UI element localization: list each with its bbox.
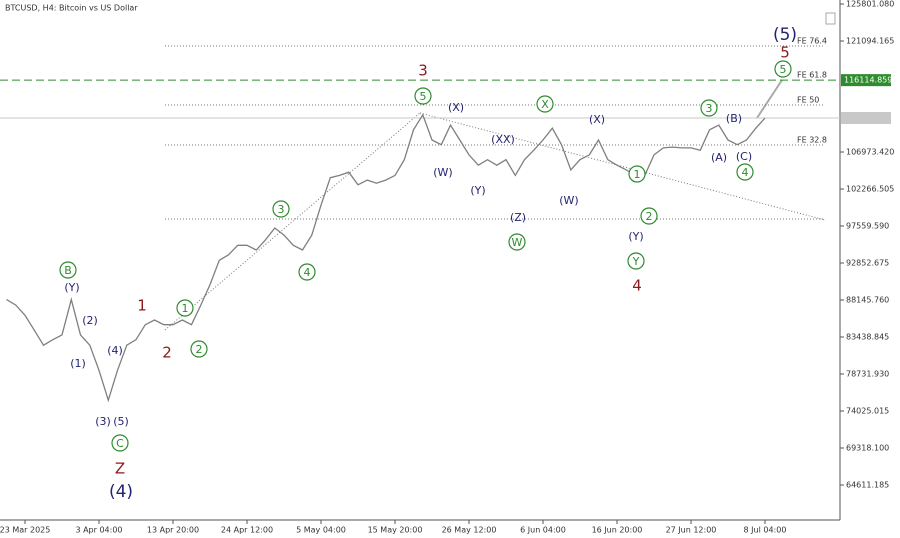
wave-label: 2 (646, 210, 653, 223)
y-tick-label: 88145.760 (846, 295, 889, 304)
y-tick-label: 121094.165 (846, 37, 894, 46)
wave-label: 2 (162, 344, 172, 362)
x-tick-label: 15 May 20:00 (368, 526, 423, 535)
wave-label: 3 (418, 62, 428, 80)
wave-label: 1 (182, 302, 189, 315)
wave-label: (Z) (510, 211, 526, 224)
wave-label: (W) (433, 166, 452, 179)
x-tick-label: 3 Apr 04:00 (75, 526, 122, 535)
wave-label: (2) (82, 314, 98, 327)
wave-label: (5) (773, 25, 797, 45)
wave-label: 4 (304, 266, 311, 279)
chart-title: BTCUSD, H4: Bitcoin vs US Dollar (5, 4, 138, 13)
current-price-tag (841, 111, 891, 124)
x-tick-label: 24 Apr 12:00 (221, 526, 273, 535)
y-tick-label: 106973.420 (846, 147, 894, 156)
wave-label: 5 (780, 63, 787, 76)
x-tick-label: 23 Mar 2025 (0, 526, 50, 535)
y-tick-label: 125801.080 (846, 0, 894, 9)
x-tick-label: 6 Jun 04:00 (520, 526, 566, 535)
wave-label: (Y) (470, 184, 485, 197)
wave-label: 5 (420, 90, 427, 103)
wave-circle (628, 165, 646, 183)
icon (825, 12, 836, 25)
level-label: FE 32.8 (797, 135, 827, 144)
wave-label: (A) (711, 151, 727, 164)
wave-label: (Y) (64, 281, 79, 294)
wave-label: 5 (780, 44, 790, 62)
wave-circle (59, 261, 77, 279)
x-tick-label: 5 May 04:00 (296, 526, 346, 535)
wave-label: 4 (632, 277, 642, 295)
wave-label: Z (115, 460, 125, 478)
level-label: FE 50 (797, 96, 819, 105)
wave-label: (Y) (628, 230, 643, 243)
y-tick-label: 97559.590 (846, 221, 889, 230)
wave-label: B (64, 264, 72, 277)
y-tick-label: 102266.505 (846, 184, 894, 193)
x-tick-label: 8 Jul 04:00 (744, 526, 787, 535)
y-tick-label: 83438.845 (846, 332, 889, 341)
wave-label: X (541, 98, 549, 111)
y-tick-label: 92852.675 (846, 258, 889, 267)
wave-label: 3 (706, 102, 713, 115)
x-tick-label: 16 Jun 20:00 (592, 526, 643, 535)
wave-label: 1 (137, 297, 147, 315)
price-tag-label: 116114.859 (844, 76, 892, 85)
wave-label: (X) (589, 113, 605, 126)
y-tick-label: 78731.930 (846, 369, 889, 378)
wave-label: (W) (559, 194, 578, 207)
y-tick-label: 69318.100 (846, 443, 889, 452)
wave-label: Y (632, 255, 640, 268)
wave-circle (736, 163, 754, 181)
wave-label: C (116, 437, 124, 450)
wave-circle (272, 200, 290, 218)
wave-label: (5) (113, 415, 129, 428)
wave-label: 2 (196, 343, 203, 356)
x-tick-label: 13 Apr 20:00 (147, 526, 199, 535)
wave-circle (627, 252, 645, 270)
projection-line (756, 79, 783, 119)
wave-circle (111, 434, 129, 452)
y-tick-label: 74025.015 (846, 406, 889, 415)
wave-circle (414, 87, 432, 105)
price-tag (841, 74, 891, 87)
wave-circle (176, 299, 194, 317)
wave-circle (298, 263, 316, 281)
wave-label: (3) (95, 415, 111, 428)
trendline (419, 112, 826, 221)
wave-label: 4 (742, 166, 749, 179)
level-label: FE 61.8 (797, 71, 827, 80)
wave-circle (190, 340, 208, 358)
wave-label: (C) (736, 150, 752, 163)
trendline (164, 112, 421, 331)
wave-circle (774, 60, 792, 78)
wave-label: (B) (726, 112, 742, 125)
wave-label: (XX) (491, 133, 515, 146)
y-tick-label: 64611.185 (846, 480, 889, 489)
wave-circle (640, 207, 658, 225)
wave-label: (1) (70, 357, 86, 370)
wave-label: 1 (634, 168, 641, 181)
wave-label: W (512, 236, 523, 249)
wave-label: 3 (278, 203, 285, 216)
wave-circle (700, 99, 718, 117)
wave-label: (4) (107, 344, 123, 357)
wave-circle (508, 233, 526, 251)
x-tick-label: 26 May 12:00 (442, 526, 497, 535)
wave-circle (536, 95, 554, 113)
x-tick-label: 27 Jun 12:00 (666, 526, 717, 535)
wave-label: (4) (109, 482, 133, 502)
level-label: FE 76.4 (797, 36, 827, 45)
wave-label: (X) (448, 101, 464, 114)
